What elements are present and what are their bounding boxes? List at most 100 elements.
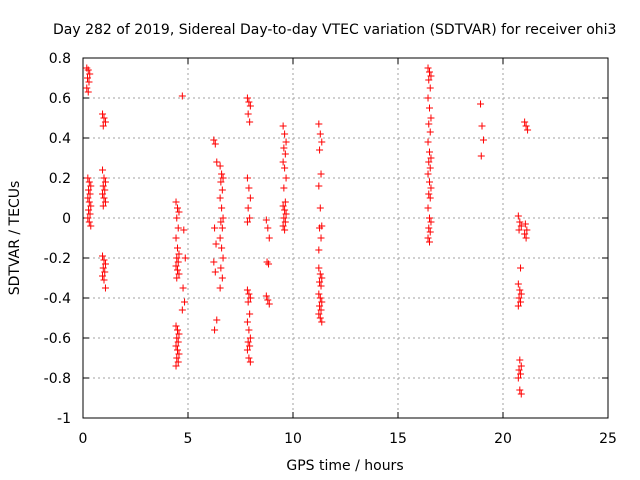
data-point-marker [279,202,287,210]
data-point-marker [246,118,254,126]
data-point-marker [100,276,108,284]
data-point-marker [216,234,224,242]
data-point-marker [84,174,92,182]
x-tick-label: 5 [184,431,193,447]
data-point-marker [175,270,183,278]
data-point-marker [514,374,522,382]
data-point-marker [244,110,252,118]
data-point-marker [424,170,432,178]
data-point-marker [265,260,273,268]
data-point-marker [219,214,227,222]
data-point-marker [99,110,107,118]
data-point-marker [216,194,224,202]
data-point-marker [316,314,324,322]
data-point-marker [172,234,180,242]
data-point-marker [178,92,186,100]
data-point-marker [217,264,225,272]
y-tick-label: 0.6 [49,91,71,107]
y-tick-label: 0.2 [49,171,71,187]
data-point-marker [174,244,181,252]
data-point-marker [211,268,219,276]
data-point-marker [515,366,523,374]
data-point-marker [244,338,252,346]
data-point-marker [83,84,91,92]
data-point-marker [514,212,522,220]
x-tick-label: 20 [494,431,512,447]
data-point-marker [173,274,181,282]
data-point-marker [100,194,108,202]
data-point-marker [424,204,432,212]
data-point-marker [172,322,180,330]
data-point-marker [174,346,181,354]
data-point-marker [243,346,251,354]
x-tick-label: 15 [389,431,407,447]
y-tick-label: -1 [57,411,71,427]
data-point-marker [179,284,187,292]
data-point-marker [245,290,253,298]
data-point-marker [262,216,270,224]
data-point-marker [99,182,107,190]
data-point-marker [316,302,324,310]
data-point-marker [425,120,433,128]
data-point-marker [515,226,523,234]
data-point-marker [426,164,434,172]
data-point-marker [517,298,525,306]
data-point-marker [315,264,323,272]
data-point-marker [218,186,226,194]
data-point-marker [265,300,273,308]
data-point-marker [521,118,529,126]
data-point-marker [99,190,107,198]
data-point-marker [281,198,289,206]
data-point-marker [516,218,524,226]
data-point-marker [244,204,252,212]
data-point-marker [516,356,524,364]
data-point-marker [243,94,251,102]
data-point-marker [316,294,324,302]
data-point-marker [101,118,109,126]
data-point-marker [180,226,188,234]
data-point-marker [245,184,253,192]
data-point-marker [172,342,180,350]
data-point-marker [210,258,218,266]
data-point-marker [316,278,324,286]
data-point-marker [101,284,109,292]
data-point-marker [281,130,289,138]
y-tick-label: -0.4 [44,291,71,307]
data-point-marker [174,338,182,346]
data-point-marker [517,390,525,398]
data-point-marker [424,64,432,72]
data-point-marker [86,210,94,218]
data-point-marker [85,218,93,226]
data-point-marker [84,88,92,96]
data-point-marker [245,326,253,334]
y-axis-label: SDTVAR / TECUs [7,181,23,296]
data-point-marker [315,310,323,318]
data-point-marker [517,290,525,298]
data-point-marker [175,250,183,258]
data-point-marker [87,222,95,230]
data-point-marker [100,174,108,182]
data-point-marker [425,158,433,166]
data-point-marker [282,138,290,146]
data-point-marker [477,100,485,108]
data-point-marker [424,138,432,146]
y-tick-label: 0 [62,211,71,227]
data-point-marker [316,130,324,138]
data-point-marker [99,166,107,174]
data-point-marker [246,358,254,366]
data-point-marker [517,264,525,272]
data-point-marker [174,258,182,266]
data-point-marker [212,240,220,248]
data-point-marker [213,316,221,324]
data-point-marker [524,126,532,134]
data-point-marker [85,78,93,86]
data-point-marker [517,222,525,230]
y-tick-label: -0.6 [44,331,71,347]
x-tick-label: 0 [79,431,88,447]
data-point-marker [521,220,529,228]
x-tick-label: 25 [599,431,617,447]
data-point-marker [317,234,325,242]
data-point-marker [425,190,433,198]
